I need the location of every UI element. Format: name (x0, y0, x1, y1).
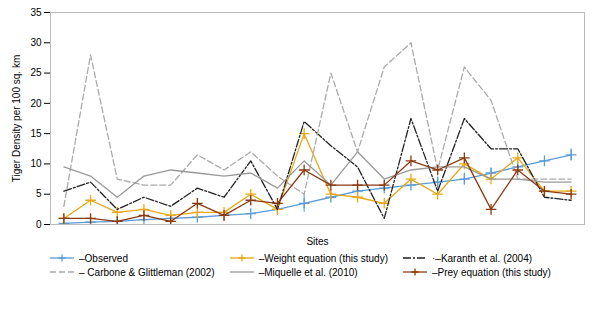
html-text:–Observed: –Observed (79, 252, 128, 264)
html-text:– Carbone & Glittleman (2002): – Carbone & Glittleman (2002) (79, 266, 215, 278)
svg-text:35: 35 (30, 7, 42, 18)
svg-text:Sites: Sites (306, 236, 328, 247)
html-text:–Prey equation (this study): –Prey equation (this study) (432, 266, 551, 278)
html-text:–Weight equation (this study): –Weight equation (this study) (258, 252, 388, 264)
svg-text:20: 20 (30, 98, 42, 109)
svg-text:0: 0 (36, 219, 42, 230)
svg-text:Tiger Density per 100 sq. km: Tiger Density per 100 sq. km (11, 55, 22, 182)
html-text:·–Karanth et al. (2004): ·–Karanth et al. (2004) (432, 252, 533, 264)
svg-text:25: 25 (30, 67, 42, 78)
svg-text:15: 15 (30, 128, 42, 139)
html-text:–Miquelle et al. (2010): –Miquelle et al. (2010) (258, 266, 358, 278)
svg-text:30: 30 (30, 37, 42, 48)
svg-text:5: 5 (36, 188, 42, 199)
svg-text:10: 10 (30, 158, 42, 169)
